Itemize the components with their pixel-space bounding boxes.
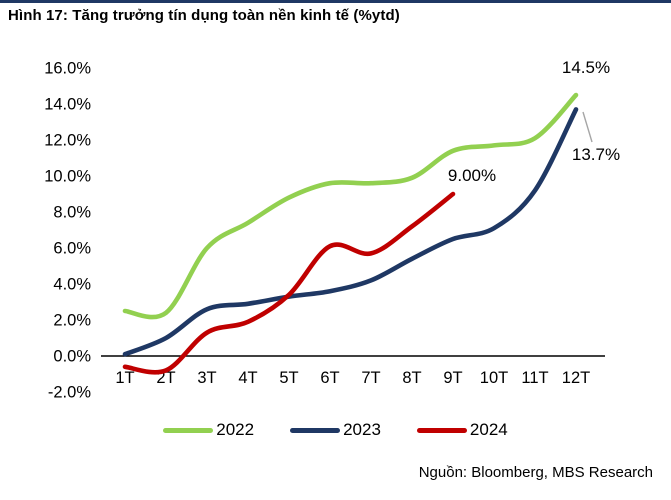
x-axis-tick-label: 6T — [320, 369, 339, 387]
legend-item-2022: 2022 — [163, 420, 254, 440]
x-axis-tick-label: 9T — [443, 369, 462, 387]
x-axis-tick-label: 5T — [279, 369, 298, 387]
legend-swatch-2022 — [163, 427, 214, 433]
legend-swatch-2024 — [416, 427, 467, 433]
y-axis-tick-label: 16.0% — [44, 60, 91, 78]
legend-label: 2022 — [216, 420, 255, 439]
y-axis-tick-label: 0.0% — [53, 348, 91, 366]
x-axis-tick-label: 3T — [197, 369, 216, 387]
figure-title: Hình 17: Tăng trưởng tín dụng toàn nền k… — [8, 7, 400, 24]
x-axis-tick-label: 4T — [238, 369, 257, 387]
data-label-2024: 9.00% — [448, 166, 496, 185]
y-axis-tick-label: 8.0% — [53, 204, 91, 222]
y-axis-tick-label: 2.0% — [53, 312, 91, 330]
credit-growth-chart: 16.0% 14.0% 12.0% 10.0% 8.0% 6.0% 4.0% 2.0% 0.0%… — [44, 58, 620, 402]
y-axis-tick-label: 4.0% — [53, 276, 91, 294]
x-axis-tick-label: 12T — [562, 369, 590, 387]
y-axis-tick-label: 10.0% — [44, 168, 91, 186]
series-line-2022 — [122, 92, 579, 320]
series-line-2024 — [122, 191, 456, 375]
data-label-2022: 14.5% — [562, 58, 610, 77]
series-line-2023 — [122, 107, 579, 357]
legend-label: 2023 — [343, 420, 381, 439]
chart-legend: 2022 2023 2024 — [0, 420, 671, 440]
x-axis-tick-label: 8T — [402, 369, 421, 387]
x-axis-tick-label: 1T — [115, 369, 134, 387]
y-axis-tick-label: 14.0% — [44, 96, 91, 114]
annotation-leader-line — [582, 111, 593, 143]
y-axis-tick-label: 12.0% — [44, 132, 91, 150]
legend-item-2023: 2023 — [290, 420, 381, 440]
legend-swatch-2023 — [290, 427, 341, 433]
x-axis-tick-label: 10T — [480, 369, 508, 387]
source-text: Nguồn: Bloomberg, MBS Research — [418, 464, 653, 481]
x-axis-tick-label: 7T — [361, 369, 380, 387]
x-axis-tick-label: 11T — [521, 369, 548, 387]
legend-label: 2024 — [469, 420, 508, 439]
y-axis-tick-label: -2.0% — [48, 384, 91, 402]
y-axis-tick-label: 6.0% — [53, 240, 91, 258]
legend-item-2024: 2024 — [416, 420, 508, 440]
top-divider — [0, 0, 671, 3]
data-label-2023: 13.7% — [572, 145, 620, 164]
